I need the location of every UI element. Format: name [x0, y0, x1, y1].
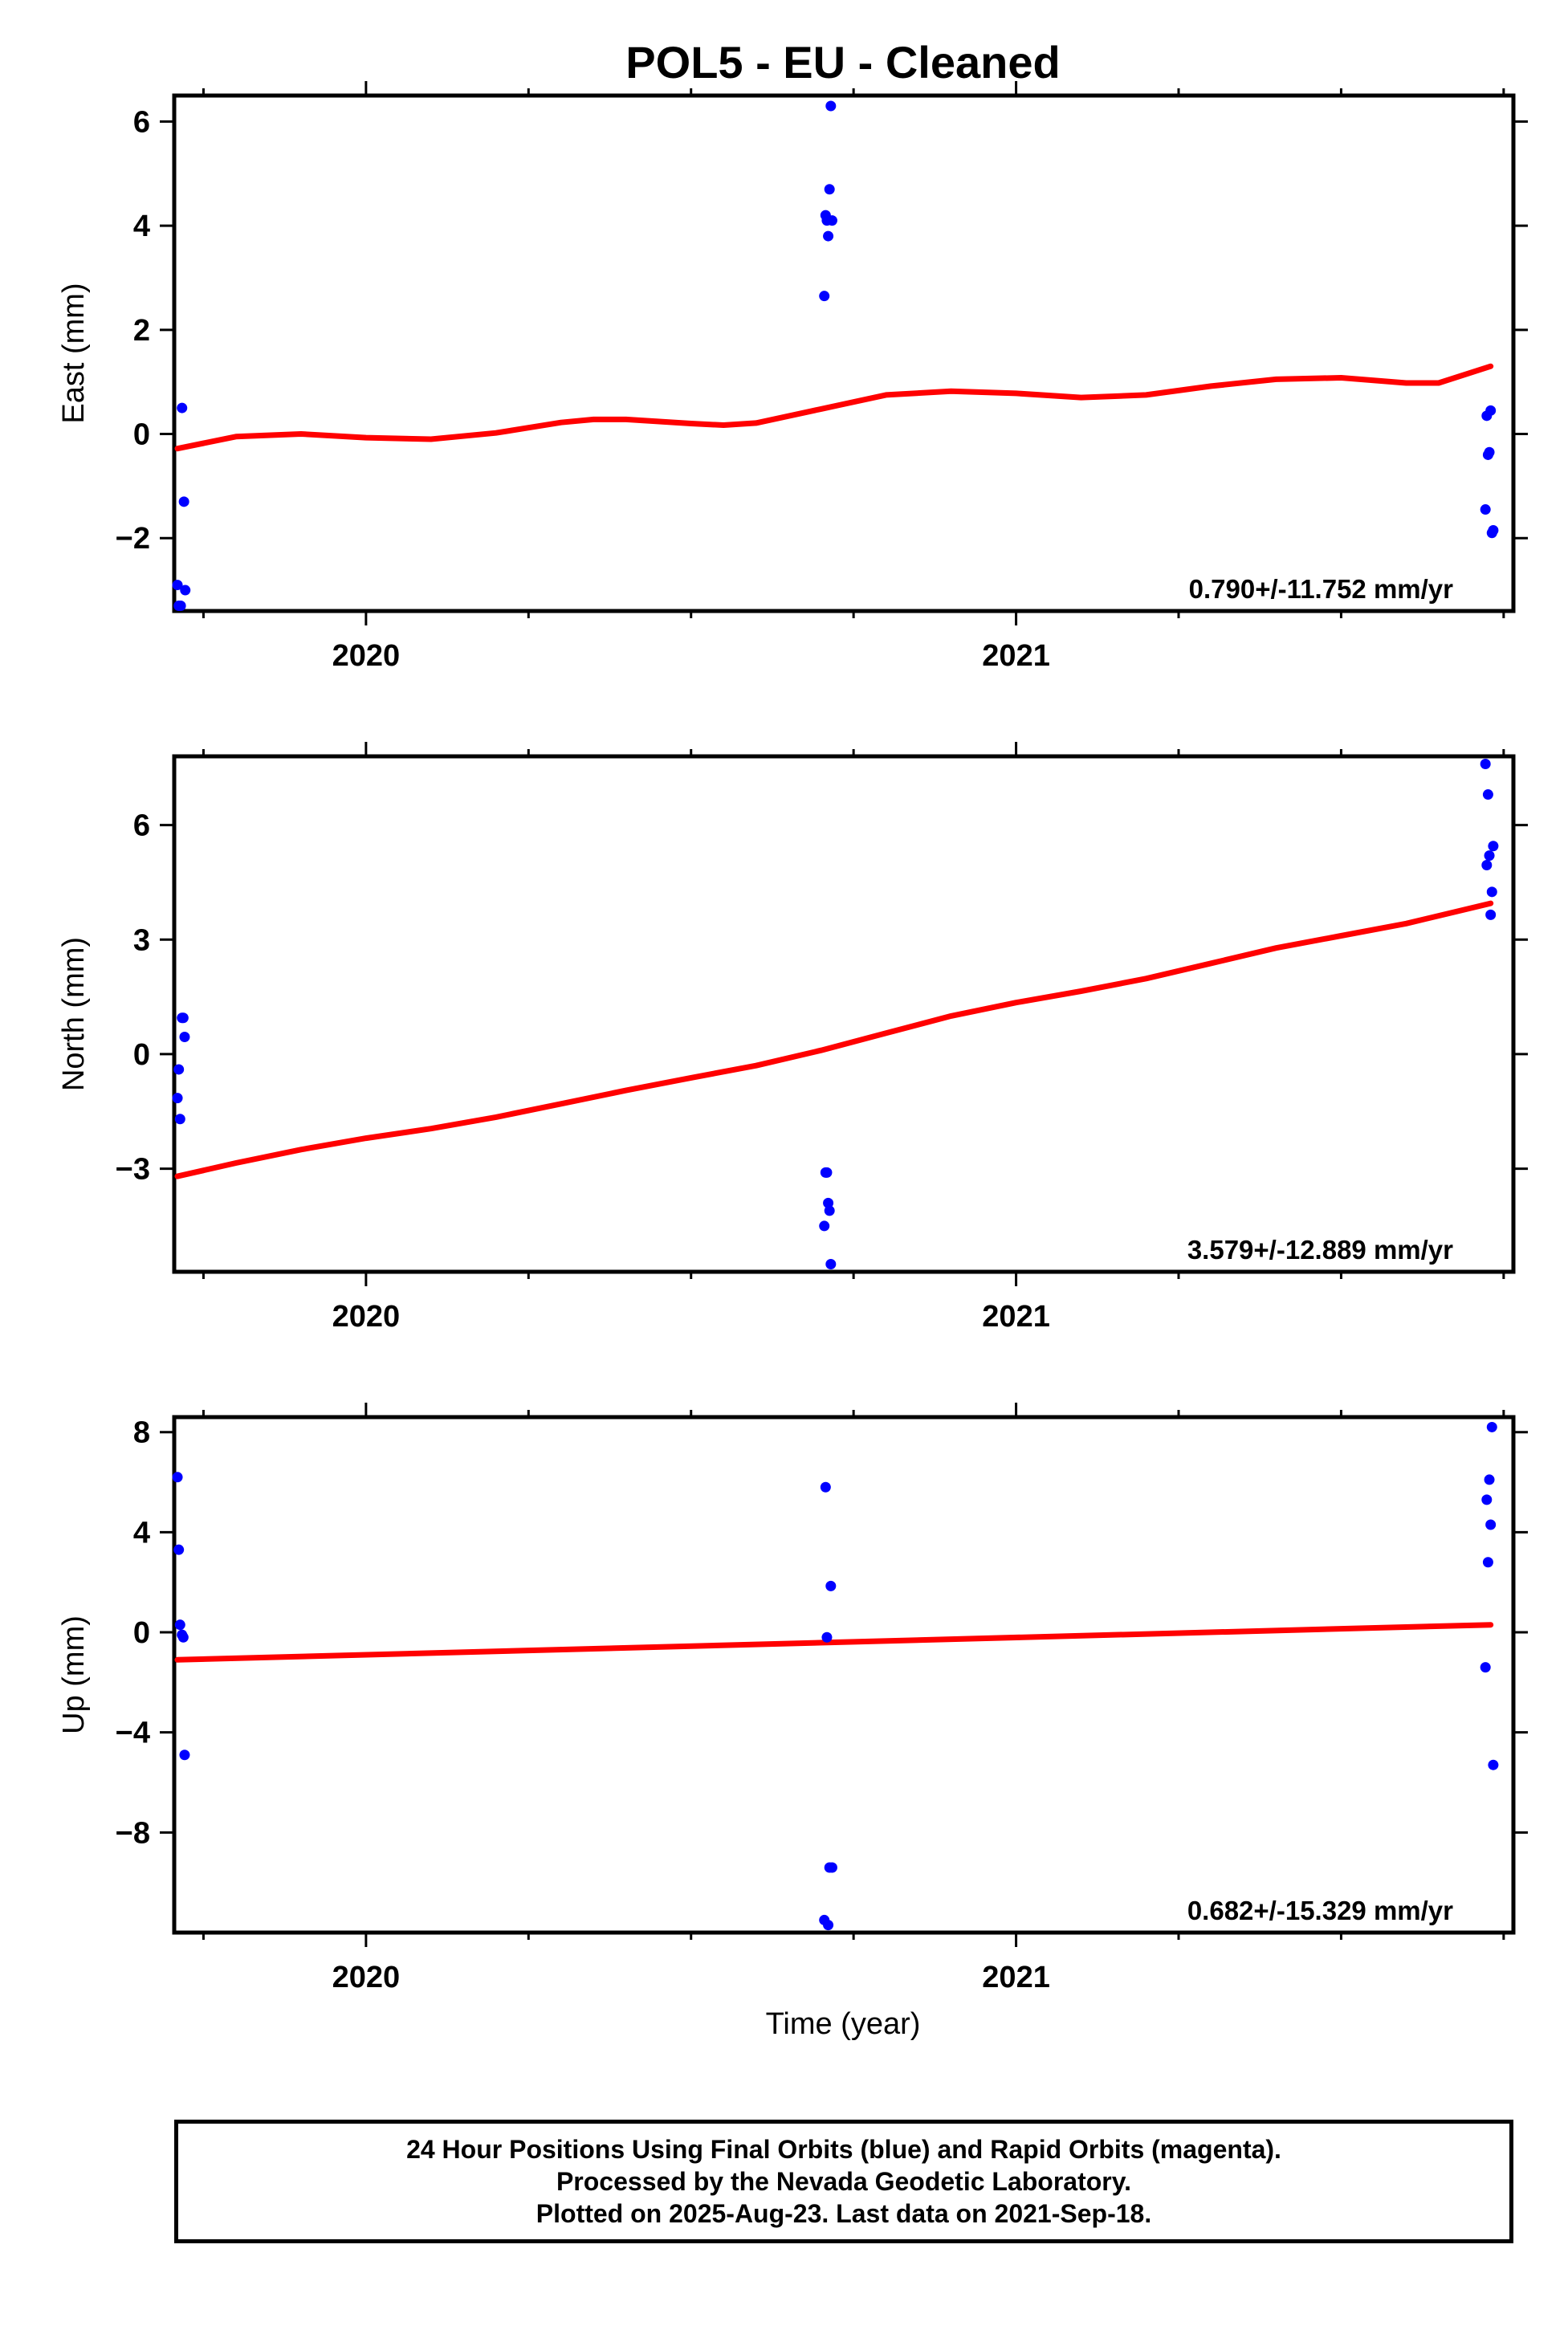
processing-info-box: 24 Hour Positions Using Final Orbits (bl…	[174, 2120, 1513, 2243]
up-y-tick-label: 4	[133, 1516, 150, 1550]
up-data-point	[820, 1481, 831, 1493]
east-data-point	[178, 496, 189, 507]
north-data-point	[177, 1012, 189, 1024]
up-data-point	[1480, 1662, 1491, 1673]
up-data-point	[177, 1631, 189, 1643]
panels: 2020 2021 −2 0 2 4 6 East (mm) 0.790+/-11.752 mm…	[57, 81, 1528, 1994]
up-x-tick-label-2021: 2021	[982, 1961, 1050, 1994]
up-data-point	[823, 1920, 834, 1931]
east-data-point	[823, 230, 834, 242]
footer-line-plotted-on: Plotted on 2025-Aug-23. Last data on 202…	[536, 2199, 1152, 2228]
north-data-point	[1481, 860, 1493, 871]
footer-line-processed-by: Processed by the Nevada Geodetic Laborat…	[556, 2167, 1132, 2196]
up-y-tick-label: −4	[116, 1717, 150, 1750]
north-data-point	[172, 1093, 183, 1104]
chart-title: POL5 - EU - Cleaned	[625, 37, 1060, 88]
up-data-point	[1484, 1474, 1495, 1485]
up-data-point	[1486, 1421, 1497, 1432]
east-y-tick-label: 2	[133, 314, 150, 348]
north-data-point	[1480, 759, 1491, 770]
east-data-point	[824, 184, 835, 195]
up-data-point	[826, 1862, 837, 1873]
north-x-tick-label-2020: 2020	[332, 1300, 401, 1334]
north-data-point	[1485, 909, 1497, 920]
east-panel: 2020 2021 −2 0 2 4 6 East (mm) 0.790+/-11.752 mm…	[57, 81, 1528, 673]
east-data-point	[1480, 504, 1491, 515]
up-panel: 2020 2021 −8 −4 0 4 8 Up (mm) 0.682+/-15.329 mm/…	[57, 1403, 1528, 1994]
east-y-tick-label: 6	[133, 105, 150, 139]
up-data-point	[174, 1619, 185, 1631]
north-y-axis-label: North (mm)	[57, 937, 91, 1091]
north-data-point	[1488, 841, 1499, 852]
north-y-tick-label: 3	[133, 923, 150, 957]
north-rate-label: 3.579+/-12.889 mm/yr	[1187, 1235, 1453, 1265]
up-y-axis-label: Up (mm)	[57, 1615, 91, 1734]
north-data-point	[1486, 886, 1497, 898]
footer-line-orbits: 24 Hour Positions Using Final Orbits (bl…	[406, 2135, 1281, 2164]
east-frame	[172, 93, 1516, 613]
up-data-point	[1488, 1759, 1499, 1770]
up-fit-line	[174, 1622, 1494, 1663]
east-y-tick-label: −2	[116, 522, 150, 556]
north-data-point	[174, 1114, 185, 1125]
up-data-point	[179, 1750, 190, 1761]
up-data-point	[173, 1544, 185, 1555]
east-data-point	[177, 402, 188, 413]
east-data-point	[172, 580, 183, 591]
up-frame	[172, 1415, 1516, 1935]
north-data-point	[179, 1032, 190, 1043]
up-rate-label: 0.682+/-15.329 mm/yr	[1187, 1896, 1453, 1925]
east-y-tick-label: 0	[133, 418, 150, 452]
up-data-point	[1482, 1557, 1493, 1568]
north-data-point	[821, 1167, 833, 1178]
east-y-tick-label: 4	[133, 210, 150, 243]
north-frame	[172, 754, 1516, 1274]
up-data-point	[1485, 1519, 1497, 1530]
east-data-point	[1485, 405, 1497, 416]
east-x-tick-label-2020: 2020	[332, 639, 401, 673]
north-data-point	[1482, 789, 1493, 800]
north-data-point	[173, 1064, 185, 1075]
north-data-point	[1484, 850, 1495, 862]
east-data-point	[819, 291, 830, 302]
up-x-tick-label-2020: 2020	[332, 1961, 401, 1994]
north-data-point	[819, 1220, 830, 1232]
east-data-point	[180, 585, 191, 596]
up-y-tick-label: 8	[133, 1416, 150, 1450]
up-data-point	[172, 1472, 183, 1483]
east-fit-line	[174, 363, 1494, 452]
north-data-point	[825, 1258, 837, 1269]
up-data-point	[825, 1580, 837, 1591]
east-rate-label: 0.790+/-11.752 mm/yr	[1189, 574, 1453, 604]
east-y-axis-label: East (mm)	[57, 283, 91, 423]
east-x-tick-label-2021: 2021	[982, 639, 1050, 673]
north-y-tick-label: 6	[133, 809, 150, 843]
up-y-tick-label: −8	[116, 1816, 150, 1850]
east-data-point	[1484, 446, 1495, 458]
up-y-tick-label: 0	[133, 1616, 150, 1650]
north-y-tick-label: −3	[116, 1153, 150, 1187]
north-panel: 2020 2021 −3 0 3 6 North (mm) 3.579+/-12.889 mm…	[57, 742, 1528, 1334]
north-y-tick-label: 0	[133, 1038, 150, 1072]
east-data-point	[825, 100, 837, 112]
up-data-point	[1481, 1494, 1493, 1505]
north-data-point	[824, 1205, 835, 1216]
up-data-point	[821, 1631, 833, 1643]
east-data-point	[1488, 524, 1499, 536]
east-data-point	[175, 601, 186, 612]
east-data-point	[826, 215, 837, 226]
x-axis-label: Time (year)	[766, 2007, 921, 2041]
north-x-tick-label-2021: 2021	[982, 1300, 1050, 1334]
north-fit-line	[174, 900, 1494, 1179]
